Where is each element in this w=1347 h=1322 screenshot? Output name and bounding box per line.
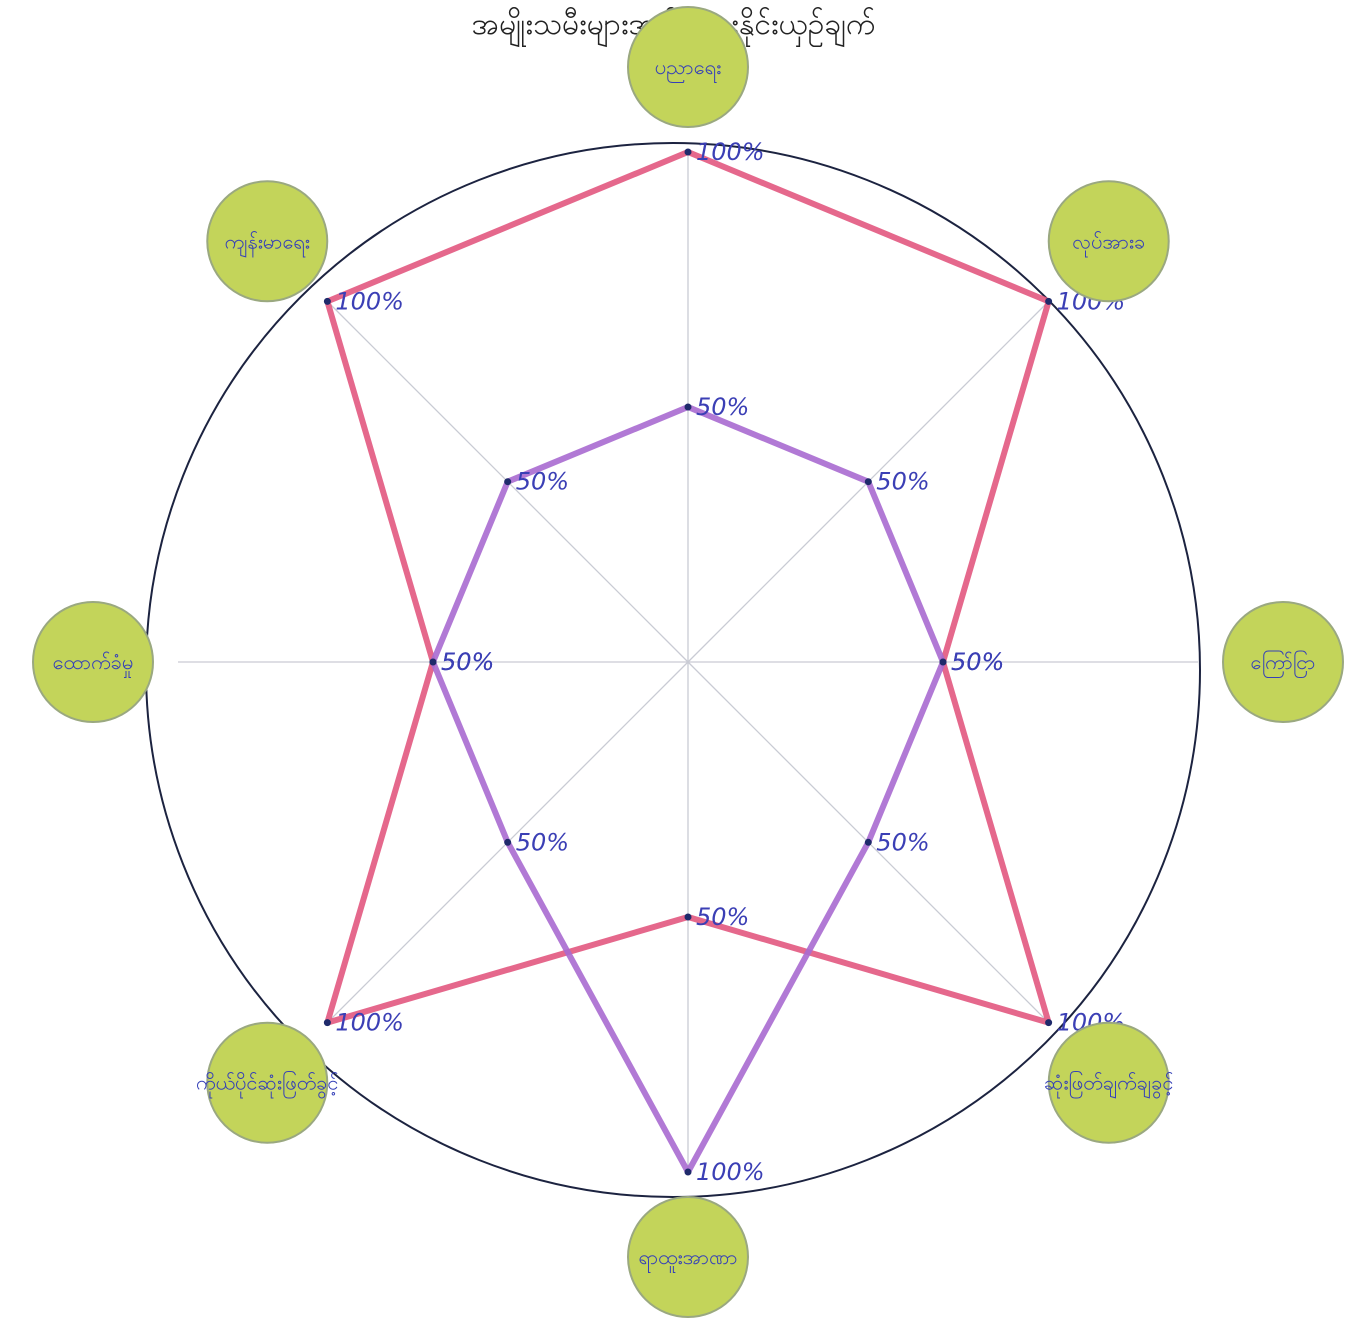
labels-layer: 100%100%50%100%50%100%50%100%50%50%50%50…	[335, 138, 1125, 1186]
series-1-point-5	[323, 1019, 331, 1027]
series-2-label-7: 50%	[516, 468, 569, 496]
axis-label-5: ကိုယ်ပိုင်ဆုံးဖြတ်ခွင့်	[196, 1071, 339, 1099]
axis-label-6: ထောက်ခံမှု	[53, 650, 134, 678]
series-2-label-3: 50%	[876, 828, 929, 856]
series-1-label-4: 50%	[696, 903, 749, 931]
series-layer	[323, 148, 1053, 1176]
series-1-label-7: 100%	[335, 287, 404, 315]
series-2-label-5: 50%	[516, 828, 569, 856]
axis-label-7: ကျန်းမာရေး	[225, 229, 310, 257]
series-1-point-4	[684, 913, 692, 921]
axis-circle-5: ကိုယ်ပိုင်ဆုံးဖြတ်ခွင့်	[196, 1021, 339, 1144]
axis-label-1: လုပ်အားခ	[1072, 229, 1145, 257]
axis-circle-2: ကြော်ငြာ	[1222, 601, 1344, 723]
series-2-point-6	[429, 658, 437, 666]
series-1-point-1	[1045, 297, 1053, 305]
axis-circle-7: ကျန်းမာရေး	[206, 180, 329, 303]
axis-circle-4: ရာထူးအာဏာ	[627, 1196, 749, 1318]
axis-circle-6: ထောက်ခံမှု	[32, 601, 154, 723]
series-1-label-0: 100%	[696, 138, 765, 166]
axis-label-3: ဆုံးဖြတ်ချက်ချခွင့်	[1044, 1071, 1173, 1099]
series-1-label-6: 50%	[441, 648, 494, 676]
axis-circle-1: လုပ်အားခ	[1047, 180, 1170, 303]
series-1-point-3	[1045, 1019, 1053, 1027]
axis-label-4: ရာထူးအာဏာ	[638, 1245, 737, 1273]
series-2-label-6: 50%	[441, 648, 494, 676]
axis-circle-0: ပညာရေး	[627, 6, 749, 128]
axis-circles: ပညာရေးလုပ်အားခကြော်ငြာဆုံးဖြတ်ချက်ချခွင့…	[32, 6, 1344, 1318]
series-2-label-4: 100%	[696, 1158, 765, 1186]
series-2-point-3	[864, 838, 872, 846]
series-2-point-4	[684, 1168, 692, 1176]
axis-label-2: ကြော်ငြာ	[1250, 650, 1315, 678]
series-2-point-7	[504, 478, 512, 486]
series-1-point-0	[684, 148, 692, 156]
series-2-point-0	[684, 403, 692, 411]
series-2-point-5	[504, 838, 512, 846]
series-1-point-7	[323, 297, 331, 305]
series-1-label-5: 100%	[335, 1009, 404, 1037]
axis-circle-3: ဆုံးဖြတ်ချက်ချခွင့်	[1044, 1021, 1173, 1144]
axis-label-0: ပညာရေး	[655, 55, 721, 83]
series-2-point-2	[939, 658, 947, 666]
series-1-label-2: 50%	[951, 648, 1004, 676]
series-2-point-1	[864, 478, 872, 486]
series-2-label-0: 50%	[696, 393, 749, 421]
series-2-label-1: 50%	[876, 468, 929, 496]
series-2-label-2: 50%	[951, 648, 1004, 676]
